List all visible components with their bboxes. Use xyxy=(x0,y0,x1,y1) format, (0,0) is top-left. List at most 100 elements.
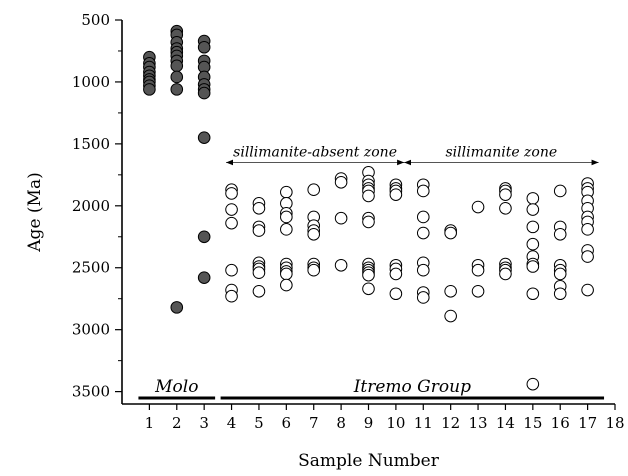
group-label: Molo xyxy=(154,377,198,397)
y-tick-label: 2000 xyxy=(72,197,110,215)
open-point xyxy=(526,260,540,273)
open-point xyxy=(280,278,293,292)
open-point xyxy=(526,377,540,391)
open-point xyxy=(553,184,567,198)
x-tick-label: 17 xyxy=(578,414,597,432)
open-point xyxy=(581,250,594,263)
open-point xyxy=(471,284,485,298)
zone-label: sillimanite-absent zone xyxy=(233,144,397,160)
filled-point xyxy=(197,271,211,284)
x-tick-label: 15 xyxy=(523,414,542,432)
open-point xyxy=(307,263,321,277)
open-point xyxy=(526,287,540,301)
annotations: sillimanite-absent zone sillimanite zone xyxy=(226,144,599,166)
y-tick-label: 2500 xyxy=(72,259,110,277)
x-tick-label: 11 xyxy=(414,414,433,432)
open-point xyxy=(362,268,375,282)
y-ticks: 500 1000 1500 2000 2500 3000 3500 xyxy=(72,11,122,401)
x-tick-label: 10 xyxy=(386,414,405,432)
open-point xyxy=(307,227,321,241)
x-tick-label: 1 xyxy=(145,414,155,432)
open-point xyxy=(416,184,430,198)
x-tick-label: 9 xyxy=(364,414,374,432)
y-tick-label: 1500 xyxy=(72,135,110,153)
x-tick-label: 12 xyxy=(441,414,460,432)
open-point xyxy=(526,203,540,216)
open-point xyxy=(499,201,512,215)
x-tick-label: 16 xyxy=(551,414,570,432)
open-point xyxy=(553,267,567,281)
filled-point xyxy=(143,83,156,96)
open-point xyxy=(225,187,238,200)
open-point xyxy=(252,284,266,298)
x-ticks: 1 2 3 4 5 6 7 8 9 10 11 12 13 14 15 16 17 18 xyxy=(145,404,625,432)
filled-point xyxy=(197,40,211,54)
open-point xyxy=(416,291,430,304)
open-point xyxy=(334,258,348,272)
open-point xyxy=(416,210,430,224)
open-point xyxy=(389,287,403,301)
open-point xyxy=(362,282,375,296)
open-point xyxy=(252,224,266,237)
open-point xyxy=(362,189,375,203)
open-point xyxy=(280,223,293,236)
x-tick-label: 6 xyxy=(282,414,292,432)
open-point xyxy=(526,237,540,251)
open-point xyxy=(526,192,540,205)
x-tick-label: 14 xyxy=(496,414,515,432)
filled-point xyxy=(197,230,211,244)
open-point xyxy=(581,283,594,297)
x-tick-label: 13 xyxy=(469,414,488,432)
open-point xyxy=(280,267,293,281)
y-tick-label: 1000 xyxy=(72,73,110,91)
open-point xyxy=(334,211,348,225)
group-labels: Molo Itremo Group xyxy=(138,377,605,400)
data-points xyxy=(143,24,594,391)
open-point xyxy=(362,215,375,229)
open-point xyxy=(553,227,567,241)
open-point xyxy=(307,183,321,197)
open-point xyxy=(581,223,594,236)
filled-point xyxy=(170,301,184,314)
y-tick-label: 3500 xyxy=(72,383,110,401)
open-point xyxy=(280,210,293,224)
zone-label: sillimanite zone xyxy=(445,144,557,160)
open-point xyxy=(225,216,238,230)
open-point xyxy=(252,266,266,279)
group-label: Itremo Group xyxy=(353,377,471,397)
x-tick-label: 8 xyxy=(336,414,346,432)
open-point xyxy=(280,185,293,199)
open-point xyxy=(526,220,540,234)
y-tick-label: 3000 xyxy=(72,321,110,339)
open-point xyxy=(225,289,238,303)
open-point xyxy=(334,175,348,189)
filled-point xyxy=(170,59,184,73)
open-point xyxy=(471,200,485,214)
y-axis-label: Age (Ma) xyxy=(25,172,45,252)
open-point xyxy=(444,226,457,240)
filled-point xyxy=(170,70,184,84)
x-tick-label: 3 xyxy=(199,414,209,432)
filled-point xyxy=(170,83,184,96)
open-point xyxy=(252,201,266,215)
open-point xyxy=(471,263,485,277)
x-tick-label: 18 xyxy=(605,414,624,432)
filled-point xyxy=(197,131,211,144)
open-point xyxy=(389,267,403,281)
open-point xyxy=(444,284,457,298)
x-tick-label: 7 xyxy=(309,414,319,432)
open-point xyxy=(416,263,430,277)
open-point xyxy=(444,309,457,323)
x-tick-label: 4 xyxy=(227,414,237,432)
filled-point xyxy=(197,86,211,100)
open-point xyxy=(499,188,512,201)
open-point xyxy=(389,188,403,201)
y-tick-label: 500 xyxy=(81,11,110,29)
x-tick-label: 5 xyxy=(254,414,264,432)
x-axis-label: Sample Number xyxy=(298,451,440,471)
open-point xyxy=(225,203,238,216)
open-point xyxy=(416,226,430,240)
x-tick-label: 2 xyxy=(172,414,182,432)
open-point xyxy=(553,287,567,301)
